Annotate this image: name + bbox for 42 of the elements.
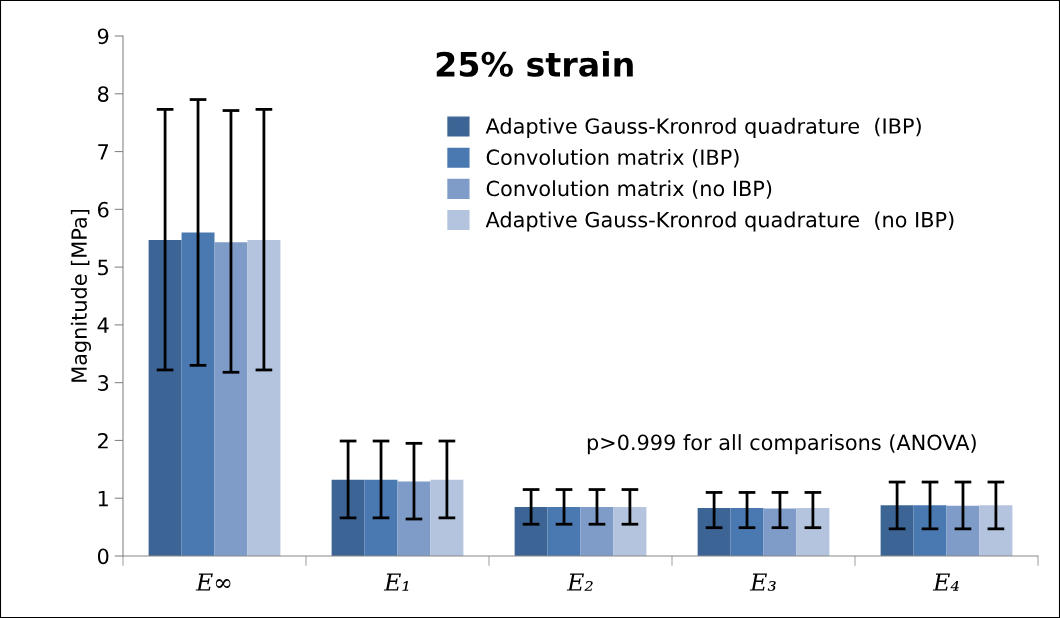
- legend-label: Convolution matrix (IBP): [486, 148, 739, 168]
- bar: [913, 505, 947, 556]
- bar: [547, 506, 581, 556]
- y-axis-title: Magnitude [MPa]: [70, 209, 91, 382]
- x-tick-label: E₁: [383, 573, 409, 591]
- bar: [397, 481, 431, 556]
- bar: [697, 508, 731, 556]
- legend-label: Adaptive Gauss-Kronrod quadrature (no IBP): [485, 211, 954, 232]
- bar: [247, 239, 281, 556]
- bar: [979, 505, 1013, 556]
- bar: [763, 508, 797, 556]
- y-tick-label: 4: [97, 317, 109, 333]
- legend-label: Adaptive Gauss-Kronrod quadrature (IBP): [485, 117, 921, 138]
- x-tick-label: E∞: [195, 573, 231, 591]
- legend-label: Convolution matrix (no IBP): [486, 180, 772, 199]
- y-tick-label: 0: [97, 548, 109, 565]
- bar: [430, 479, 464, 556]
- y-tick-label: 6: [98, 201, 109, 218]
- x-tick-label: E₂: [566, 573, 593, 591]
- y-tick-label: 5: [98, 259, 108, 276]
- y-tick-label: 2: [98, 432, 108, 449]
- bar: [730, 508, 764, 556]
- bar: [613, 506, 647, 556]
- y-tick-label: 1: [98, 490, 108, 507]
- bar: [331, 479, 365, 556]
- bar: [514, 506, 548, 556]
- x-tick-label: E₄: [932, 573, 959, 591]
- bar: [364, 479, 398, 556]
- bar: [796, 508, 830, 556]
- y-tick-label: 8: [97, 86, 109, 102]
- bar: [880, 505, 914, 556]
- y-tick-label: 7: [98, 144, 109, 160]
- bar: [214, 242, 248, 556]
- x-tick-label: E₃: [749, 573, 776, 591]
- annotation: p>0.999 for all comparisons (ANOVA): [587, 434, 976, 455]
- y-tick-label: 9: [97, 28, 109, 45]
- bar: [181, 232, 215, 556]
- bar: [946, 505, 980, 556]
- bar: [580, 506, 614, 556]
- y-tick-label: 3: [98, 375, 109, 391]
- chart-title: 25% strain: [436, 51, 633, 77]
- bar: [148, 239, 182, 556]
